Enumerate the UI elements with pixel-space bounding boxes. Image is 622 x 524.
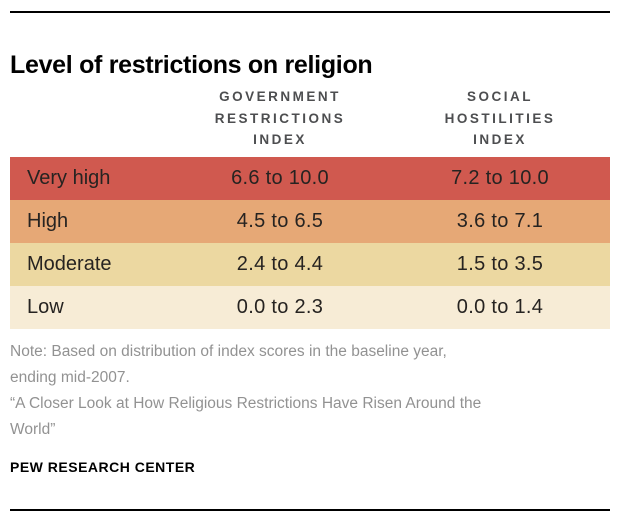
row-label: High bbox=[27, 210, 69, 232]
shi-value: 3.6 to 7.1 bbox=[456, 210, 544, 232]
top-divider bbox=[10, 11, 610, 13]
table-row-high: High 4.5 to 6.5 3.6 to 7.1 bbox=[10, 200, 610, 243]
shi-value: 0.0 to 1.4 bbox=[456, 296, 544, 318]
row-label: Moderate bbox=[27, 253, 112, 275]
gri-value: 2.4 to 4.4 bbox=[236, 253, 324, 275]
column-header-social-hostilities-index: SOCIAL HOSTILITIES INDEX bbox=[444, 89, 556, 147]
table-row-low: Low 0.0 to 2.3 0.0 to 1.4 bbox=[10, 286, 610, 329]
page-title: Level of restrictions on religion bbox=[10, 50, 373, 79]
row-label: Very high bbox=[27, 167, 111, 189]
row-label: Low bbox=[27, 296, 64, 318]
shi-value: 1.5 to 3.5 bbox=[456, 253, 544, 275]
table-row-very-high: Very high 6.6 to 10.0 7.2 to 10.0 bbox=[10, 157, 610, 200]
source-label: PEW RESEARCH CENTER bbox=[10, 459, 196, 475]
gri-value: 6.6 to 10.0 bbox=[231, 167, 329, 189]
gri-value: 4.5 to 6.5 bbox=[236, 210, 324, 232]
gri-value: 0.0 to 2.3 bbox=[236, 296, 324, 318]
footnote: Note: Based on distribution of index sco… bbox=[10, 343, 482, 438]
table-row-moderate: Moderate 2.4 to 4.4 1.5 to 3.5 bbox=[10, 243, 610, 286]
restrictions-table: Very high 6.6 to 10.0 7.2 to 10.0 High 4… bbox=[10, 157, 610, 329]
column-header-government-restrictions-index: GOVERNMENT RESTRICTIONS INDEX bbox=[214, 89, 346, 147]
bottom-divider bbox=[10, 509, 610, 511]
shi-value: 7.2 to 10.0 bbox=[451, 167, 549, 189]
